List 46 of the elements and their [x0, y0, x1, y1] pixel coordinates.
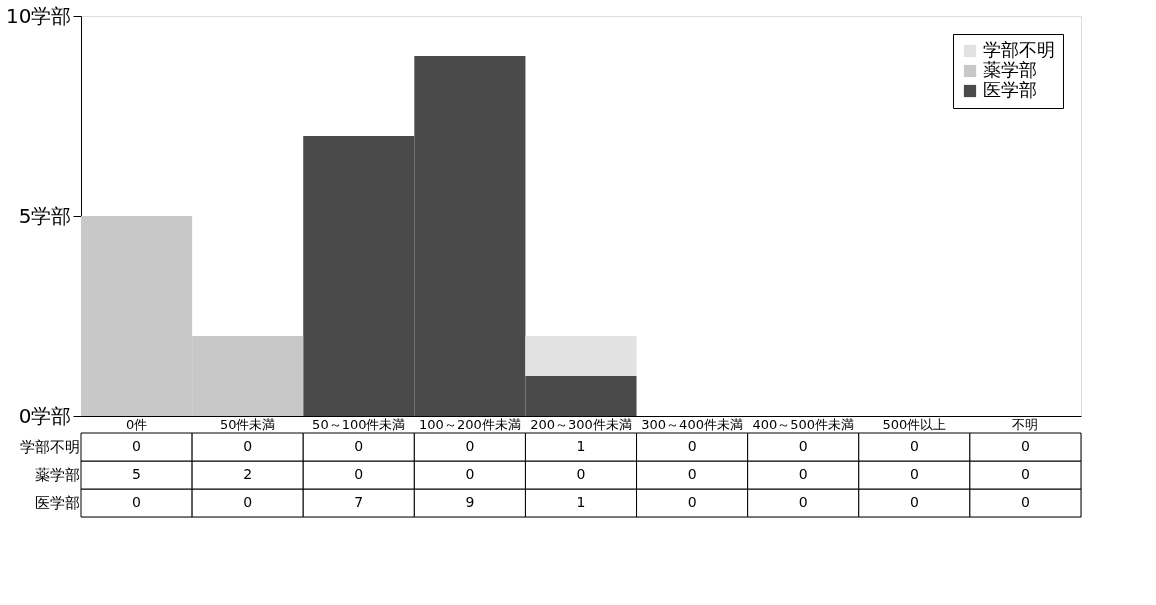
y-tick-label: 5学部	[18, 203, 72, 228]
data-label: 0	[132, 438, 142, 454]
bar	[525, 336, 637, 376]
data-label: 0	[132, 494, 142, 510]
data-label: 0	[1020, 466, 1030, 482]
data-label: 0	[687, 466, 697, 482]
legend-label: 学部不明	[983, 39, 1055, 60]
data-label: 0	[798, 466, 808, 482]
data-label: 0	[798, 494, 808, 510]
data-label: 0	[909, 438, 919, 454]
x-tick-label: 500件以上	[882, 416, 947, 432]
data-label: 0	[354, 438, 364, 454]
data-label: 0	[465, 438, 475, 454]
data-label: 1	[576, 494, 586, 510]
data-label: 0	[354, 466, 364, 482]
data-label: 0	[798, 438, 808, 454]
x-tick-label: 400～500件未満	[752, 416, 855, 432]
x-tick-label: 100～200件未満	[419, 416, 521, 432]
data-label: 0	[243, 494, 253, 510]
text: 学部不明	[19, 438, 80, 456]
x-tick-label: 200～300件未満	[530, 416, 632, 432]
x-tick-label: 50件未満	[219, 416, 276, 432]
x-tick-label: 0件	[125, 416, 148, 432]
y-tick-label: 0学部	[18, 403, 72, 428]
data-label: 0	[687, 438, 697, 454]
x-tick-label: 不明	[1012, 416, 1039, 432]
y-tick-label: 10学部	[6, 3, 72, 28]
text: 医学部	[34, 494, 80, 512]
text: 薬学部	[34, 466, 80, 484]
data-label: 0	[1020, 494, 1030, 510]
data-label: 0	[687, 494, 697, 510]
legend-label: 薬学部	[983, 59, 1037, 80]
data-label: 2	[243, 466, 253, 482]
data-label: 0	[909, 494, 919, 510]
data-label: 0	[576, 466, 586, 482]
data-label: 0	[243, 438, 253, 454]
data-label: 0	[909, 466, 919, 482]
legend-label: 医学部	[983, 79, 1037, 100]
data-label: 9	[465, 494, 475, 510]
data-label: 7	[354, 494, 364, 510]
x-tick-label: 50～100件未満	[312, 416, 406, 432]
data-label: 5	[132, 466, 142, 482]
data-label: 0	[465, 466, 475, 482]
data-label: 1	[576, 438, 586, 454]
x-tick-label: 300～400件未満	[641, 416, 743, 432]
data-label: 0	[1020, 438, 1030, 454]
